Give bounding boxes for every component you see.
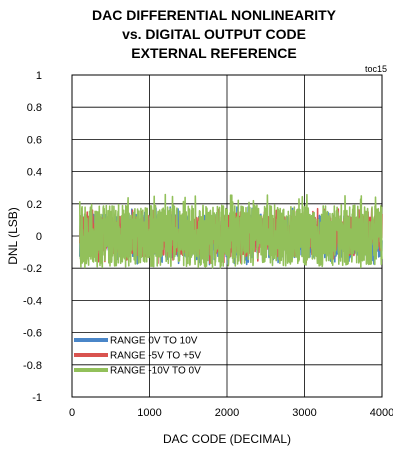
toc-annotation: toc15: [365, 64, 387, 74]
x-tick-label: 1000: [137, 407, 161, 419]
series-line-3: [79, 193, 383, 269]
y-tick-label: -0.4: [23, 295, 42, 307]
x-tick-label: 0: [69, 407, 75, 419]
legend: RANGE 0V TO 10V RANGE -5V TO +5V RANGE -10…: [74, 336, 201, 377]
x-tick-label: 3000: [292, 407, 316, 419]
x-axis: 0 1000 2000 3000 4000: [69, 407, 393, 419]
x-axis-label: DAC CODE (DECIMAL): [163, 432, 291, 446]
series-layer: [79, 193, 383, 269]
chart-title-line-2: vs. DIGITAL OUTPUT CODE: [122, 26, 306, 42]
y-tick-label: -0.2: [23, 263, 42, 275]
legend-entry: RANGE -10V TO 0V: [110, 366, 201, 377]
chart-title-line-3: EXTERNAL REFERENCE: [131, 45, 296, 61]
x-tick-label: 4000: [370, 407, 393, 419]
y-tick-label: 0.6: [27, 134, 42, 146]
y-tick-label: 0.4: [27, 167, 42, 179]
chart-title-line-1: DAC DIFFERENTIAL NONLINEARITY: [92, 7, 337, 23]
y-axis: 1 0.8 0.6 0.4 0.2 0 -0.2 -0.4 -0.6 -0.8 -1: [23, 70, 42, 404]
x-tick-label: 2000: [215, 407, 239, 419]
y-tick-label: 0: [36, 231, 42, 243]
legend-entry: RANGE 0V TO 10V: [110, 336, 198, 347]
y-tick-label: 1: [36, 70, 42, 82]
y-tick-label: -1: [32, 392, 42, 404]
y-tick-label: 0.2: [27, 199, 42, 211]
y-axis-label: DNL (LSB): [6, 207, 20, 265]
chart-title: DAC DIFFERENTIAL NONLINEARITY vs. DIGITAL…: [92, 7, 337, 61]
y-tick-label: 0.8: [27, 102, 42, 114]
y-tick-label: -0.8: [23, 360, 42, 372]
legend-entry: RANGE -5V TO +5V: [110, 351, 201, 362]
y-tick-label: -0.6: [23, 328, 42, 340]
